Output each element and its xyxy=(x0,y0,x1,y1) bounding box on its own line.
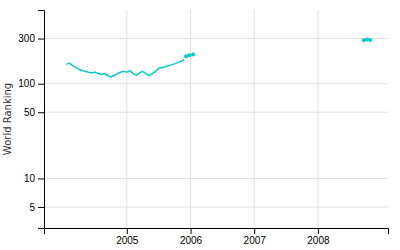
point xyxy=(187,53,191,57)
y-tick-mark xyxy=(38,178,44,179)
grid-line-x xyxy=(317,10,318,228)
chart: 2005 2006 2007 2008 5 10 50 100 300 World Ranking xyxy=(0,0,400,250)
point xyxy=(368,38,372,42)
y-axis-title: World Ranking xyxy=(2,83,13,155)
y-tick-label: 5 xyxy=(29,202,35,213)
grid-line-x xyxy=(126,10,127,228)
x-tick-mark xyxy=(318,228,319,234)
grid-line-y xyxy=(44,178,388,179)
x-axis-line xyxy=(45,229,389,235)
y-tick-label: 100 xyxy=(18,78,35,89)
grid-line-y xyxy=(44,83,388,84)
x-tick-label: 2006 xyxy=(180,235,203,246)
plot: 2005 2006 2007 2008 5 10 50 100 300 xyxy=(18,10,388,246)
grid xyxy=(44,10,388,228)
x-tick: 2006 xyxy=(180,228,203,246)
x-tick-label: 2008 xyxy=(307,235,330,246)
y-tick-label: 300 xyxy=(18,33,35,44)
x-tick-label: 2005 xyxy=(116,235,139,246)
grid-line-x xyxy=(254,10,255,228)
x-tick-label: 2007 xyxy=(244,235,267,246)
grid-line-y xyxy=(44,38,388,39)
x-tick-mark xyxy=(254,228,255,234)
y-tick-mark xyxy=(38,39,44,40)
point xyxy=(191,53,195,57)
x-axis: 2005 2006 2007 2008 xyxy=(45,228,389,246)
grid-line-x xyxy=(190,10,191,228)
marks xyxy=(66,37,372,76)
y-tick: 5 xyxy=(29,202,44,213)
y-tick-label: 10 xyxy=(24,173,36,184)
series xyxy=(184,53,195,59)
y-tick: 100 xyxy=(18,78,44,89)
y-tick-mark xyxy=(38,84,44,85)
x-tick: 2008 xyxy=(307,228,330,246)
x-tick-mark xyxy=(191,228,192,234)
y-tick-label: 50 xyxy=(24,107,36,118)
series xyxy=(362,37,372,42)
grid-line-y xyxy=(44,206,388,207)
x-tick-mark xyxy=(127,228,128,234)
y-axis: 5 10 50 100 300 xyxy=(18,11,44,229)
y-tick-mark xyxy=(38,207,44,208)
line xyxy=(66,60,184,77)
y-axis-line xyxy=(38,11,45,229)
series xyxy=(66,60,184,77)
y-tick: 10 xyxy=(24,173,44,184)
y-tick-mark xyxy=(38,112,44,113)
x-tick: 2005 xyxy=(116,228,139,246)
y-tick: 300 xyxy=(18,33,44,44)
x-tick: 2007 xyxy=(244,228,267,246)
y-tick: 50 xyxy=(24,107,44,118)
grid-line-y xyxy=(44,112,388,113)
